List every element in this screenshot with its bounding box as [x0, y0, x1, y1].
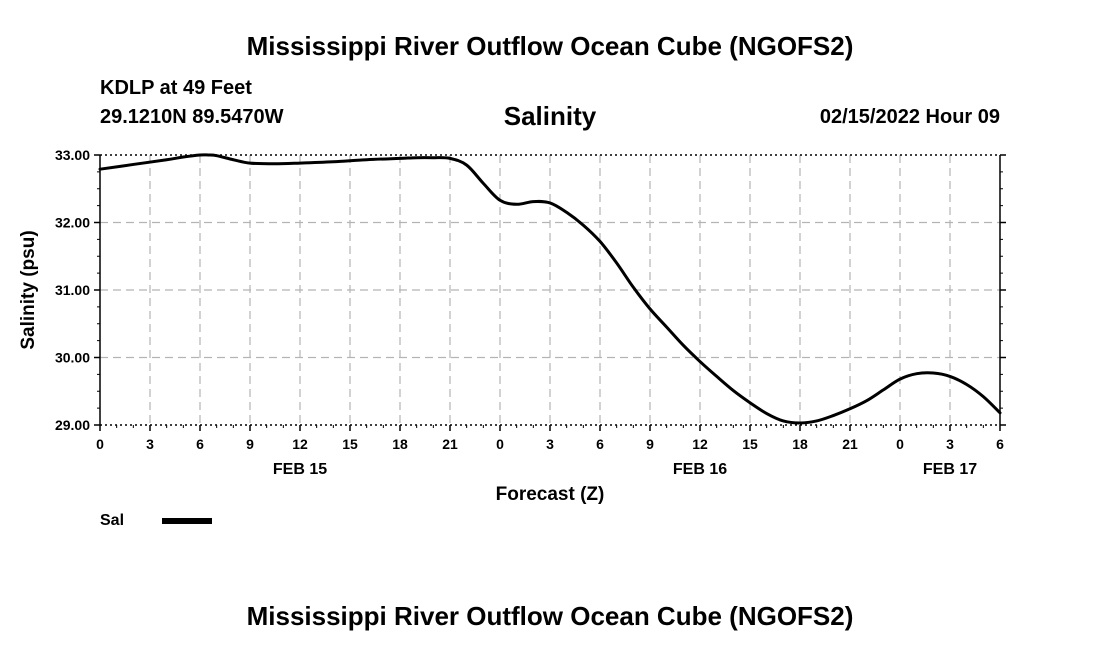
x-tick-label: 0: [96, 436, 104, 452]
x-tick-label: 0: [496, 436, 504, 452]
page-title: Mississippi River Outflow Ocean Cube (NG…: [246, 31, 854, 61]
x-day-label: FEB 15: [273, 461, 327, 478]
y-axis-title: Salinity (psu): [18, 230, 39, 349]
x-tick-label: 9: [246, 436, 254, 452]
x-tick-label: 15: [742, 436, 758, 452]
x-tick-label: 6: [596, 436, 604, 452]
x-tick-label: 6: [196, 436, 204, 452]
x-axis-title: Forecast (Z): [496, 484, 605, 505]
x-tick-label: 0: [896, 436, 904, 452]
series-line-sal: [98, 153, 1002, 425]
x-tick-label: 18: [392, 436, 408, 452]
y-tick-label: 29.00: [55, 417, 90, 433]
y-tick-label: 31.00: [55, 282, 90, 298]
x-tick-label: 15: [342, 436, 358, 452]
x-tick-label: 12: [292, 436, 308, 452]
y-tick-label: 32.00: [55, 215, 90, 231]
y-tick-label: 33.00: [55, 147, 90, 163]
forecast-date: 02/15/2022 Hour 09: [819, 106, 1000, 128]
station-name: KDLP at 49 Feet: [100, 77, 252, 99]
footer-title: Mississippi River Outflow Ocean Cube (NG…: [246, 601, 854, 631]
station-coordinates: 29.1210N 89.5470W: [100, 106, 284, 128]
x-day-label: FEB 16: [673, 461, 727, 478]
y-tick-label: 30.00: [55, 350, 90, 366]
x-tick-label: 18: [792, 436, 808, 452]
x-tick-label: 9: [646, 436, 654, 452]
x-tick-label: 21: [442, 436, 458, 452]
x-tick-label: 6: [996, 436, 1004, 452]
x-day-label: FEB 17: [923, 461, 977, 478]
x-tick-label: 3: [946, 436, 954, 452]
x-tick-label: 12: [692, 436, 708, 452]
x-tick-label: 21: [842, 436, 858, 452]
x-tick-label: 3: [146, 436, 154, 452]
chart-title: Salinity: [503, 101, 597, 131]
legend-label: Sal: [100, 512, 124, 529]
x-tick-label: 3: [546, 436, 554, 452]
